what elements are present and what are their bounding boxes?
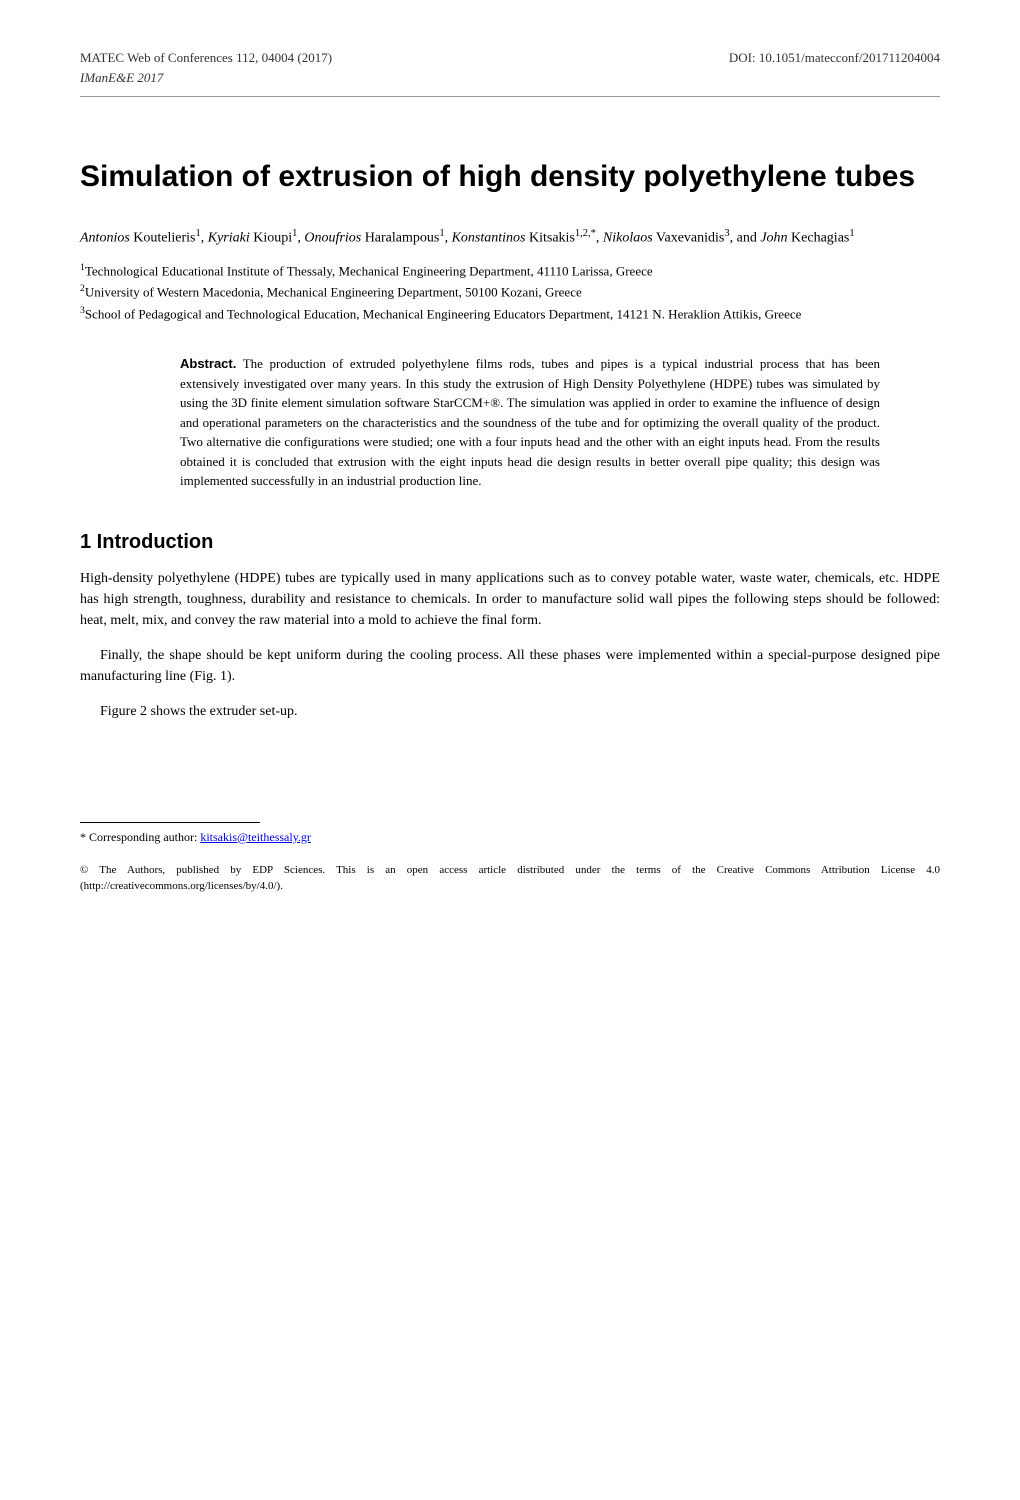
- page-header: MATEC Web of Conferences 112, 04004 (201…: [80, 50, 940, 66]
- affiliation-superscript: 3: [80, 305, 85, 316]
- author-first-name: Kyriaki: [208, 231, 250, 246]
- footnote: * Corresponding author: kitsakis@teithes…: [80, 829, 940, 846]
- author-superscript: 1,2,*: [575, 228, 596, 239]
- affiliation: 3School of Pedagogical and Technological…: [80, 304, 940, 324]
- footnote-email-link[interactable]: kitsakis@teithessaly.gr: [200, 830, 311, 844]
- author-superscript: 1: [196, 228, 201, 239]
- conference-name: IManE&E 2017: [80, 70, 940, 86]
- section-heading: 1 Introduction: [80, 531, 940, 554]
- affiliation-superscript: 1: [80, 262, 85, 273]
- author-last-name: Kioupi: [253, 231, 292, 246]
- authors-line: Antonios Koutelieris1, Kyriaki Kioupi1, …: [80, 226, 940, 249]
- body-paragraph: High-density polyethylene (HDPE) tubes a…: [80, 568, 940, 631]
- body-paragraph: Finally, the shape should be kept unifor…: [80, 645, 940, 687]
- author-superscript: 3: [724, 228, 729, 239]
- abstract-block: Abstract. The production of extruded pol…: [180, 354, 880, 491]
- author-superscript: 1: [849, 228, 854, 239]
- affiliation-superscript: 2: [80, 283, 85, 294]
- author-first-name: Konstantinos: [452, 231, 526, 246]
- author-first-name: Antonios: [80, 231, 130, 246]
- author-last-name: Koutelieris: [133, 231, 195, 246]
- header-right: DOI: 10.1051/matecconf/201711204004: [729, 50, 940, 66]
- author-first-name: Onoufrios: [304, 231, 361, 246]
- affiliations-block: 1Technological Educational Institute of …: [80, 261, 940, 324]
- body-paragraph: Figure 2 shows the extruder set-up.: [80, 701, 940, 722]
- author-last-name: Vaxevanidis: [656, 231, 724, 246]
- footnote-divider: [80, 822, 260, 823]
- paper-title: Simulation of extrusion of high density …: [80, 157, 940, 196]
- author-last-name: Haralampous: [365, 231, 440, 246]
- affiliation: 2University of Western Macedonia, Mechan…: [80, 282, 940, 302]
- author-first-name: John: [760, 231, 787, 246]
- header-left: MATEC Web of Conferences 112, 04004 (201…: [80, 50, 332, 66]
- author-superscript: 1: [292, 228, 297, 239]
- author-last-name: Kitsakis: [529, 231, 575, 246]
- author-superscript: 1: [439, 228, 444, 239]
- header-divider: [80, 96, 940, 97]
- author-first-name: Nikolaos: [603, 231, 653, 246]
- abstract-text: The production of extruded polyethylene …: [180, 356, 880, 488]
- copyright-notice: © The Authors, published by EDP Sciences…: [80, 863, 940, 894]
- author-last-name: Kechagias: [791, 231, 849, 246]
- abstract-label: Abstract.: [180, 356, 236, 371]
- footnote-label: * Corresponding author:: [80, 830, 200, 844]
- affiliation: 1Technological Educational Institute of …: [80, 261, 940, 281]
